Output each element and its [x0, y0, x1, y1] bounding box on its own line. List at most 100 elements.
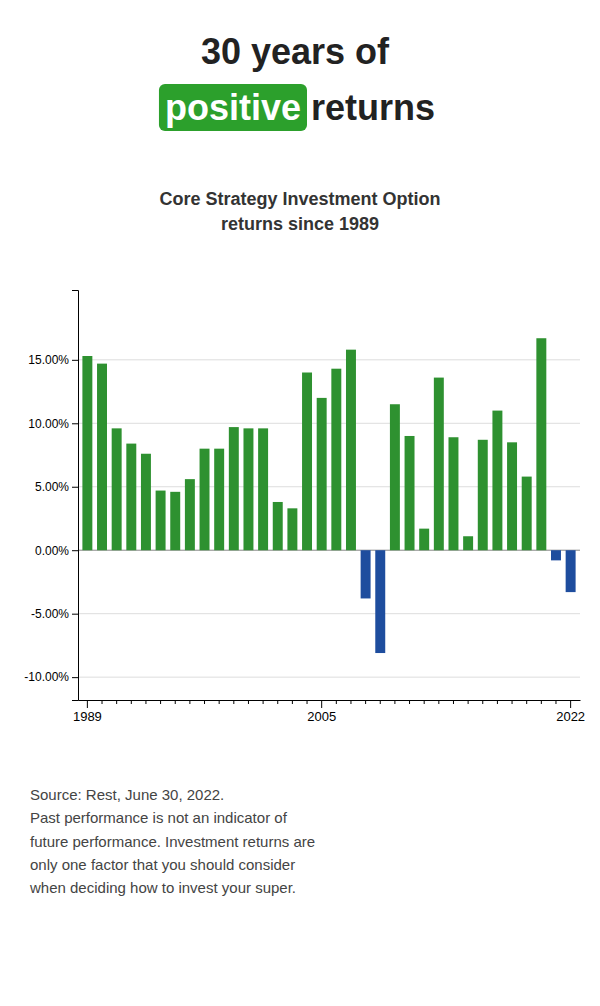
x-tick	[438, 700, 439, 704]
x-tick	[189, 700, 190, 704]
bar	[112, 428, 122, 550]
x-tick-mark	[175, 700, 176, 704]
grid-line	[78, 359, 580, 360]
x-tick-mark	[555, 700, 556, 704]
bar	[434, 378, 444, 551]
x-tick-mark	[189, 700, 190, 704]
bar	[258, 428, 268, 550]
y-tick-label: 15.00%	[28, 353, 69, 367]
x-tick	[145, 700, 146, 704]
bar	[463, 536, 473, 550]
x-tick-mark	[292, 700, 293, 704]
footnote-line: future performance. Investment returns a…	[30, 833, 315, 850]
x-tick	[292, 700, 293, 704]
x-tick-mark	[350, 700, 351, 704]
x-tick	[482, 700, 483, 704]
x-axis-line	[79, 700, 581, 701]
y-tick-label: -5.00%	[31, 607, 69, 621]
bar	[346, 350, 356, 551]
x-tick-mark	[468, 700, 469, 704]
x-tick	[555, 700, 556, 704]
grid	[78, 360, 580, 677]
x-tick-label: 2022	[556, 709, 585, 724]
x-tick	[307, 700, 308, 704]
x-tick	[526, 700, 527, 704]
bar	[492, 411, 502, 551]
x-tick	[102, 700, 103, 704]
x-tick-label: 2005	[307, 709, 336, 724]
x-tick	[277, 700, 278, 704]
bars	[82, 338, 575, 653]
x-tick: 2022	[556, 700, 585, 724]
x-tick	[424, 700, 425, 704]
x-tick	[380, 700, 381, 704]
grid-line	[78, 550, 580, 551]
grid-line	[78, 486, 580, 487]
footnote-line: when deciding how to invest your super.	[29, 879, 296, 896]
title-highlight-box	[159, 84, 307, 131]
title: 30 years of positive returns	[165, 31, 435, 128]
x-tick-mark	[233, 700, 234, 704]
x-tick	[263, 700, 264, 704]
bar	[214, 449, 224, 551]
x-tick	[219, 700, 220, 704]
footnote-line: Source: Rest, June 30, 2022.	[30, 786, 224, 803]
bar	[185, 479, 195, 550]
y-axis-line	[72, 291, 79, 701]
x-tick-mark	[482, 700, 483, 704]
bar	[200, 449, 210, 551]
bar	[405, 436, 415, 550]
x-axis: 1989 2005 2022	[73, 700, 585, 724]
y-tick: 15.00%	[28, 353, 78, 367]
y-tick-mark	[72, 423, 78, 424]
x-tick-mark	[219, 700, 220, 704]
title-highlight: positive	[165, 87, 301, 128]
grid-line	[78, 613, 580, 614]
bar	[522, 477, 532, 551]
bar	[361, 550, 371, 598]
x-tick	[365, 700, 366, 704]
x-tick	[131, 700, 132, 704]
x-tick	[350, 700, 351, 704]
x-tick-mark	[87, 700, 88, 708]
y-tick: 5.00%	[35, 480, 78, 494]
x-tick	[204, 700, 205, 704]
bar	[170, 492, 180, 550]
x-tick	[409, 700, 410, 704]
x-tick	[497, 700, 498, 704]
bar	[156, 491, 166, 551]
bar	[317, 398, 327, 550]
x-tick-mark	[365, 700, 366, 704]
y-tick: -5.00%	[31, 607, 78, 621]
x-tick-mark	[409, 700, 410, 704]
title-line: returns	[301, 87, 435, 128]
bar	[273, 502, 283, 550]
y-tick-mark	[72, 360, 78, 361]
bar	[302, 373, 312, 551]
x-tick-mark	[160, 700, 161, 704]
bar	[243, 428, 253, 550]
bar	[331, 369, 341, 551]
x-tick-mark	[541, 700, 542, 704]
footnote-line: only one factor that you should consider	[30, 856, 295, 873]
x-tick	[233, 700, 234, 704]
x-tick	[336, 700, 337, 704]
y-tick-label: 5.00%	[35, 480, 69, 494]
x-tick-mark	[263, 700, 264, 704]
y-tick-mark	[72, 677, 78, 678]
x-tick-mark	[102, 700, 103, 704]
x-tick	[394, 700, 395, 704]
subtitle: Core Strategy Investment Optionreturns s…	[159, 189, 440, 234]
subtitle-line: Core Strategy Investment Option	[159, 189, 440, 209]
x-tick-mark	[204, 700, 205, 704]
y-tick: 0.00%	[35, 544, 78, 558]
x-tick-mark	[380, 700, 381, 704]
bar	[287, 508, 297, 550]
x-tick-mark	[424, 700, 425, 704]
x-tick	[116, 700, 117, 704]
x-tick-mark	[438, 700, 439, 704]
x-tick: 1989	[73, 700, 102, 724]
y-axis: -10.00%-5.00%0.00%5.00%10.00%15.00%	[24, 291, 78, 701]
grid-line	[78, 677, 580, 678]
bar	[97, 364, 107, 551]
